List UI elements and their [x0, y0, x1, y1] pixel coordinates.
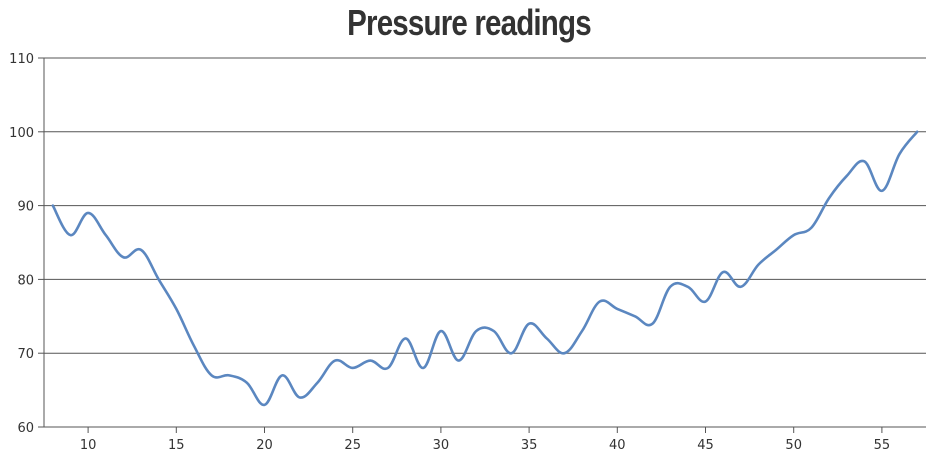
data-point — [138, 247, 144, 253]
data-point — [120, 254, 126, 260]
data-point — [614, 306, 620, 312]
series-layer — [50, 129, 920, 408]
data-point — [103, 232, 109, 238]
chart-title: Pressure readings — [347, 2, 591, 43]
x-tick-label: 25 — [344, 438, 361, 453]
y-tick-label: 110 — [9, 52, 34, 67]
data-point — [403, 335, 409, 341]
data-point — [720, 269, 726, 275]
data-point — [385, 365, 391, 371]
data-point — [879, 188, 885, 194]
data-point — [826, 195, 832, 201]
data-point — [156, 276, 162, 282]
data-point — [632, 313, 638, 319]
data-point — [279, 372, 285, 378]
data-point — [755, 262, 761, 268]
x-tick-label: 45 — [697, 438, 714, 453]
x-tick-label: 50 — [785, 438, 802, 453]
y-tick-label: 90 — [17, 200, 34, 215]
data-point — [897, 151, 903, 157]
data-point — [191, 343, 197, 349]
data-point — [438, 328, 444, 334]
data-point — [314, 380, 320, 386]
data-point — [173, 306, 179, 312]
data-point — [667, 284, 673, 290]
grid-lines — [44, 57, 926, 354]
series-line-0 — [51, 130, 919, 407]
x-tick-label: 30 — [433, 438, 450, 453]
data-point — [67, 232, 73, 238]
data-point — [332, 358, 338, 364]
data-point — [50, 203, 56, 209]
data-point — [914, 129, 920, 135]
data-point — [861, 158, 867, 164]
y-tick-label: 100 — [9, 126, 34, 141]
data-point — [773, 247, 779, 253]
data-point — [508, 350, 514, 356]
x-tick-label: 40 — [609, 438, 626, 453]
data-point — [544, 335, 550, 341]
data-point — [367, 358, 373, 364]
data-point — [209, 372, 215, 378]
data-point — [791, 232, 797, 238]
data-point — [350, 365, 356, 371]
data-point — [244, 380, 250, 386]
x-tick-labels: 10 15 20 25 30 35 40 45 50 55 — [80, 438, 890, 453]
data-point — [473, 328, 479, 334]
data-point — [491, 328, 497, 334]
data-point — [262, 402, 268, 408]
data-point — [456, 358, 462, 364]
data-point — [579, 328, 585, 334]
data-point — [85, 210, 91, 216]
data-point — [808, 225, 814, 231]
axes — [38, 57, 926, 433]
x-tick-label: 20 — [256, 438, 273, 453]
x-tick-label: 35 — [521, 438, 538, 453]
data-point — [650, 321, 656, 327]
x-tick-label: 55 — [874, 438, 891, 453]
data-point — [226, 372, 232, 378]
x-tick-label: 15 — [168, 438, 185, 453]
data-point — [597, 299, 603, 305]
data-point — [297, 394, 303, 400]
y-tick-label: 70 — [17, 347, 34, 362]
y-tick-label: 80 — [17, 273, 34, 288]
data-point — [526, 321, 532, 327]
data-point — [738, 284, 744, 290]
data-point — [420, 365, 426, 371]
y-tick-labels: 60 70 80 90 100 110 — [9, 52, 34, 436]
y-tick-label: 60 — [17, 421, 34, 436]
data-point — [703, 299, 709, 305]
x-tick-label: 10 — [80, 438, 97, 453]
data-point — [561, 350, 567, 356]
data-point — [685, 284, 691, 290]
data-point — [844, 173, 850, 179]
